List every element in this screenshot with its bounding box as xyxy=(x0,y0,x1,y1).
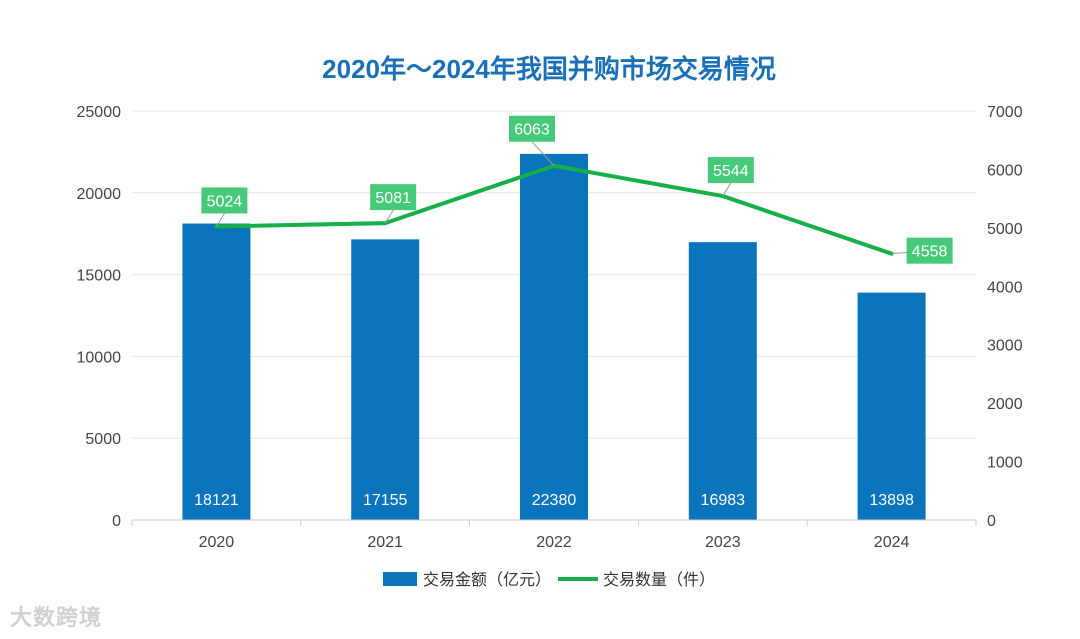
right-tick-label: 5000 xyxy=(987,221,1023,238)
bar-value-label: 17155 xyxy=(363,492,408,509)
line-value-label: 5081 xyxy=(375,190,411,207)
line-label-box xyxy=(509,115,555,142)
line-label-box xyxy=(906,237,953,264)
legend: 交易金额（亿元） 交易数量（件） xyxy=(383,571,715,589)
right-tick-label: 1000 xyxy=(987,455,1023,472)
left-tick-label: 0 xyxy=(112,513,121,530)
left-tick-label: 20000 xyxy=(77,186,122,203)
bars: 18121 17155 22380 16983 13898 xyxy=(182,153,926,521)
x-tick-label: 2021 xyxy=(367,534,403,551)
line-value-label: 5024 xyxy=(207,193,243,210)
bar-value-label: 22380 xyxy=(532,492,577,509)
line-label-box xyxy=(707,157,754,184)
left-tick-label: 10000 xyxy=(77,349,122,366)
legend-bar-swatch xyxy=(383,572,417,586)
x-tick-label: 2023 xyxy=(705,534,741,551)
x-tick-label: 2020 xyxy=(199,534,235,551)
x-axis: 2020 2021 2022 2023 2024 xyxy=(131,519,977,551)
left-axis: 0 5000 10000 15000 20000 25000 xyxy=(77,104,122,530)
bar xyxy=(182,223,251,520)
line-label-box xyxy=(370,184,417,211)
chart-title: 2020年～2024年我国并购市场交易情况 xyxy=(322,54,776,84)
line-value-label: 5544 xyxy=(713,163,749,180)
left-tick-label: 5000 xyxy=(85,431,121,448)
bar-value-label: 18121 xyxy=(194,492,239,509)
line-value-label: 6063 xyxy=(514,122,550,139)
right-tick-label: 4000 xyxy=(987,279,1023,296)
watermark: 大数跨境 xyxy=(10,605,103,630)
left-tick-label: 25000 xyxy=(77,104,122,121)
label-leader xyxy=(384,209,394,224)
right-tick-label: 3000 xyxy=(987,338,1023,355)
line-label-box xyxy=(201,187,248,214)
right-axis: 0 1000 2000 3000 4000 5000 6000 7000 xyxy=(987,104,1023,530)
x-tick-label: 2022 xyxy=(536,534,572,551)
bar xyxy=(688,242,757,520)
legend-bar-label: 交易金额（亿元） xyxy=(423,571,551,589)
line-value-label: 4558 xyxy=(912,244,948,261)
x-tick-label: 2024 xyxy=(874,534,910,551)
right-tick-label: 0 xyxy=(987,513,996,530)
bar-value-label: 16983 xyxy=(701,492,746,509)
bar xyxy=(351,239,420,521)
right-tick-label: 2000 xyxy=(987,396,1023,413)
right-tick-label: 7000 xyxy=(987,104,1023,121)
right-tick-label: 6000 xyxy=(987,162,1023,179)
bar xyxy=(520,153,588,520)
legend-line-label: 交易数量（件） xyxy=(603,571,715,589)
label-leader xyxy=(531,141,555,167)
line-layer: 5024 5081 6063 5544 4558 xyxy=(201,115,953,264)
label-leader xyxy=(722,182,732,197)
bar-value-label: 13898 xyxy=(869,492,914,509)
bar xyxy=(857,292,926,520)
left-tick-label: 15000 xyxy=(77,268,122,285)
label-leader xyxy=(215,213,225,227)
